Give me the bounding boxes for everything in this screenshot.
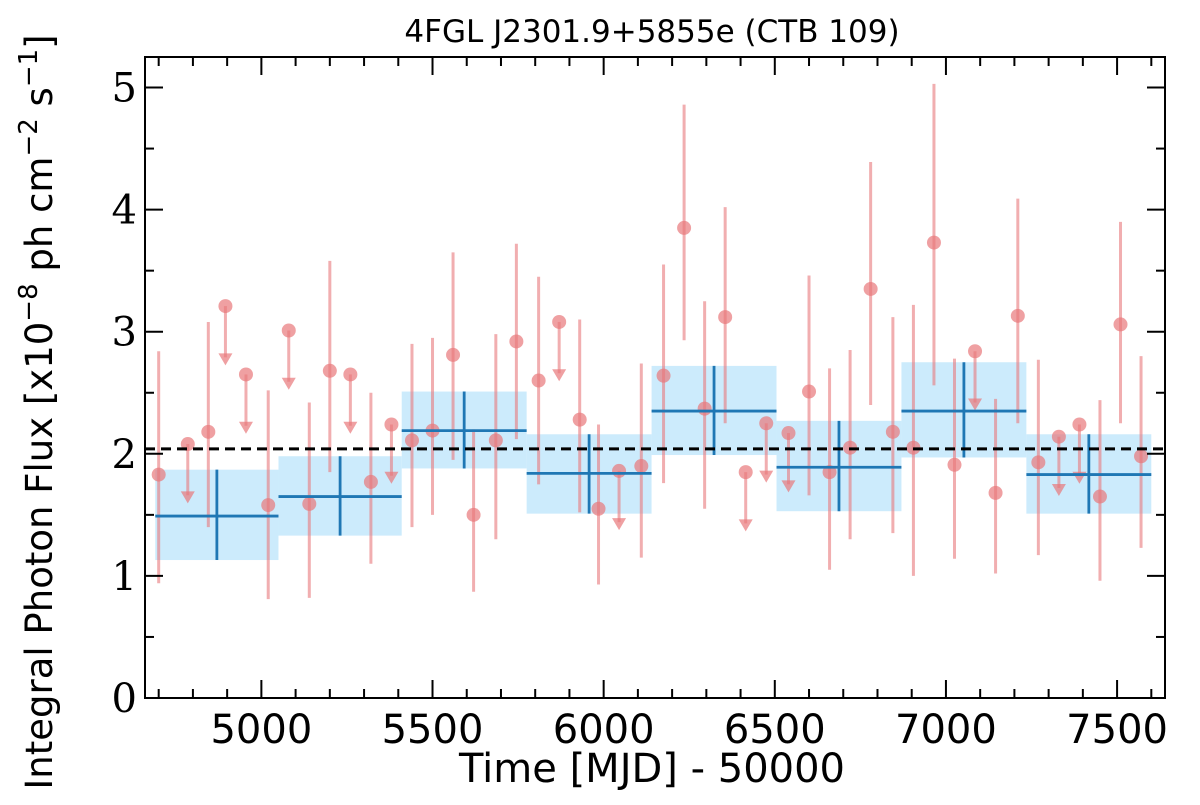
upper-limit-point-3 <box>281 323 296 338</box>
short-bin-point-17 <box>677 220 692 235</box>
short-bin-point-24 <box>885 424 900 439</box>
y-label-mid-2: s <box>18 87 61 118</box>
short-bin-point-32 <box>1113 317 1128 332</box>
upper-limit-arrow-9 <box>759 470 774 483</box>
upper-limit-arrow-0 <box>180 491 195 504</box>
y-label-suffix: ] <box>18 34 61 48</box>
short-bin-point-33 <box>1134 449 1149 464</box>
short-bin-point-2 <box>261 498 276 513</box>
upper-limit-arrow-7 <box>612 518 627 531</box>
axis-tick-labels: 0 1 2 3 4 5 5000 5500 6000 6500 7000 7500 <box>112 66 1168 753</box>
y-label-exp-3: −1 <box>14 49 44 87</box>
y-tick-label: 1 <box>112 554 137 600</box>
short-bin-point-31 <box>1092 489 1107 504</box>
short-bin-point-14 <box>591 501 606 516</box>
chart-title: 4FGL J2301.9+5855e (CTB 109) <box>404 14 899 50</box>
short-bin-point-5 <box>363 474 378 489</box>
upper-limit-point-12 <box>1051 429 1066 444</box>
plot-frame <box>144 56 1166 699</box>
short-bin-point-4 <box>322 363 337 378</box>
upper-limit-arrow-10 <box>781 480 796 493</box>
short-bin-point-0 <box>151 467 166 482</box>
upper-limit-arrow-6 <box>552 369 567 382</box>
upper-limit-point-11 <box>968 344 983 359</box>
x-tick-label: 5500 <box>382 707 484 753</box>
x-tick-label: 6000 <box>553 707 655 753</box>
upper-limit-arrow-8 <box>738 519 753 532</box>
upper-limit-arrow-12 <box>1051 483 1066 496</box>
long-bin-boxes <box>155 362 1152 561</box>
short-bin-point-3 <box>302 496 317 511</box>
short-bin-point-6 <box>404 433 419 448</box>
short-bin-point-19 <box>718 310 733 325</box>
y-tick-label: 4 <box>112 188 137 234</box>
short-bin-point-1 <box>201 424 216 439</box>
upper-limit-point-9 <box>759 416 774 431</box>
upper-limit-arrow-3 <box>281 377 296 390</box>
upper-limit-arrow-2 <box>238 421 253 434</box>
short-bin-point-10 <box>488 433 503 448</box>
short-bin-point-8 <box>446 347 461 362</box>
y-tick-label: 0 <box>112 676 137 722</box>
x-tick-label: 6500 <box>724 707 826 753</box>
x-tick-label: 7000 <box>895 707 997 753</box>
short-bin-point-30 <box>1031 455 1046 470</box>
y-label-exp-2: −2 <box>14 118 44 156</box>
short-bin-point-20 <box>802 384 817 399</box>
short-bin-point-18 <box>697 401 712 416</box>
x-tick-label: 7500 <box>1066 707 1168 753</box>
y-label-mid: ph cm <box>18 157 61 284</box>
short-bin-point-13 <box>572 412 587 427</box>
upper-limit-point-7 <box>612 463 627 478</box>
upper-limit-point-10 <box>781 426 796 441</box>
short-bin-point-16 <box>656 368 671 383</box>
short-bin-point-26 <box>926 235 941 250</box>
upper-limit-point-13 <box>1072 417 1087 432</box>
y-tick-label: 3 <box>112 310 137 356</box>
y-axis-label: Integral Photon Flux [x10−8 ph cm−2 s−1] <box>14 34 61 789</box>
y-tick-label: 2 <box>112 432 137 478</box>
axis-ticks <box>145 57 1165 699</box>
upper-limit-arrow-1 <box>218 353 233 366</box>
upper-limit-point-5 <box>384 417 399 432</box>
upper-limit-point-1 <box>218 299 233 314</box>
short-bin-point-28 <box>988 485 1003 500</box>
short-bin-point-23 <box>863 281 878 296</box>
x-tick-label: 5000 <box>210 707 312 753</box>
upper-limit-arrow-4 <box>343 421 358 434</box>
y-label-prefix: Integral Photon Flux [x10 <box>18 322 61 790</box>
upper-limit-arrow-11 <box>968 398 983 411</box>
y-tick-label: 5 <box>112 66 137 112</box>
x-axis-label: Time [MJD] - 50000 <box>458 746 845 792</box>
upper-limit-point-6 <box>552 314 567 329</box>
upper-limit-point-2 <box>238 367 253 382</box>
long-bin-series <box>155 362 1152 561</box>
short-bin-point-9 <box>466 507 481 522</box>
short-bin-point-12 <box>531 373 546 388</box>
upper-limit-point-4 <box>343 367 358 382</box>
y-label-exp-1: −8 <box>14 283 44 321</box>
upper-limit-arrow-5 <box>384 471 399 484</box>
short-bin-point-29 <box>1010 308 1025 323</box>
short-bin-point-27 <box>947 457 962 472</box>
upper-limit-point-8 <box>738 465 753 480</box>
short-bin-point-15 <box>634 459 649 474</box>
short-bin-point-11 <box>509 334 524 349</box>
